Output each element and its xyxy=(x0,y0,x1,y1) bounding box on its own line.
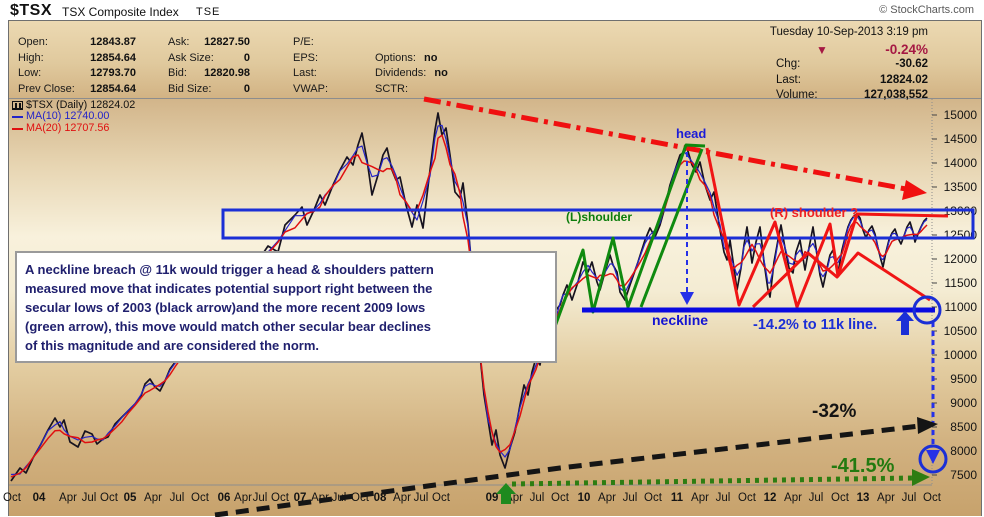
index-name: TSX Composite Index xyxy=(62,5,179,19)
note-line: of this magnitude and are considered the… xyxy=(25,338,319,353)
right-shoulder-label: (R) shoulder ? xyxy=(770,205,859,220)
sctr-label: SCTR: xyxy=(375,82,408,95)
high-label: High: xyxy=(18,51,44,64)
measured-move-label: -14.2% to 11k line. xyxy=(753,317,878,333)
options-label: Options: xyxy=(375,51,416,64)
bid-value: 12820.98 xyxy=(204,67,250,80)
ma10-swatch xyxy=(12,116,23,119)
ask-size-label: Ask Size: xyxy=(168,51,214,64)
legend-ma20-label: MA(20) 12707.56 xyxy=(26,121,110,134)
volume-value: 127,038,552 xyxy=(864,89,928,101)
high-value: 12854.64 xyxy=(90,51,136,64)
quote-col-flags: Options: no Dividends: no SCTR: xyxy=(375,35,448,97)
pe-label: P/E: xyxy=(293,36,314,48)
down-triangle-icon: ▼ xyxy=(816,42,828,57)
note-line: (green arrow), this move would match oth… xyxy=(25,319,432,334)
chart-legend: $TSX (Daily) 12824.02 MA(10) 12740.00 MA… xyxy=(12,99,136,134)
low-label: Low: xyxy=(18,67,42,80)
bid-label: Bid: xyxy=(168,67,187,80)
legend-main: $TSX (Daily) 12824.02 xyxy=(26,99,136,111)
note-line: secular lows of 2003 (black arrow)and th… xyxy=(25,300,426,315)
exchange: TSE xyxy=(196,6,221,18)
ask-size-value: 0 xyxy=(243,51,250,64)
quote-col-bid-ask: Ask: 12827.50 Ask Size: 0 Bid: 12820.98 Bid… xyxy=(168,35,250,97)
copyright-text: © StockCharts.com xyxy=(879,4,974,16)
ma20-swatch xyxy=(12,127,23,130)
analyst-note-box: A neckline breach @ 11k would trigger a … xyxy=(15,251,557,363)
quote-col-open: Open: 12843.87 High: 12854.64 Low: 12793.70… xyxy=(18,35,136,97)
quote-summary: Tuesday 10-Sep-2013 3:19 pm ▼ -0.24% Chg… xyxy=(718,25,928,104)
neckline-label: neckline xyxy=(652,312,709,328)
prev-close-label: Prev Close: xyxy=(18,82,75,95)
head-label: head xyxy=(676,126,707,141)
open-label: Open: xyxy=(18,36,48,48)
vwap-label: VWAP: xyxy=(293,82,329,95)
note-line: A neckline breach @ 11k would trigger a … xyxy=(25,262,434,277)
eps-label: EPS: xyxy=(293,51,319,64)
legend-ma20: MA(20) 12707.56 xyxy=(12,121,135,134)
dividends-label: Dividends: xyxy=(375,67,427,80)
quote-datetime: Tuesday 10-Sep-2013 3:19 pm xyxy=(769,26,928,38)
percent-change: -0.24% xyxy=(885,42,928,57)
bid-size-label: Bid Size: xyxy=(168,82,212,95)
prev-close-value: 12854.64 xyxy=(90,82,136,95)
green-decline-label: -41.5% xyxy=(831,455,895,477)
volume-label: Volume: xyxy=(776,89,818,101)
dividends-value: no xyxy=(434,67,448,80)
ask-label: Ask: xyxy=(168,36,190,48)
ask-value: 12827.50 xyxy=(204,36,250,48)
options-value: no xyxy=(423,51,438,64)
title-bar: $TSX TSX Composite Index TSE © StockChar… xyxy=(0,0,984,20)
quote-panel xyxy=(9,21,981,98)
sharpchart-icon xyxy=(12,101,23,111)
left-shoulder-label: (L)shoulder xyxy=(566,210,632,224)
low-value: 12793.70 xyxy=(90,67,136,80)
bid-size-value: 0 xyxy=(243,82,250,95)
quote-col-fundamentals: P/E: EPS: Last: VWAP: xyxy=(293,35,357,97)
symbol: $TSX xyxy=(10,2,53,19)
note-line: measured move that indicates potential s… xyxy=(25,281,433,296)
last-price-label: Last: xyxy=(776,73,801,86)
last-price-value: 12824.02 xyxy=(880,73,928,86)
black-decline-label: -32% xyxy=(812,401,857,422)
open-value: 12843.87 xyxy=(90,36,136,48)
chg-value: -30.62 xyxy=(895,58,928,70)
last-label: Last: xyxy=(293,67,317,80)
chg-label: Chg: xyxy=(776,58,801,70)
